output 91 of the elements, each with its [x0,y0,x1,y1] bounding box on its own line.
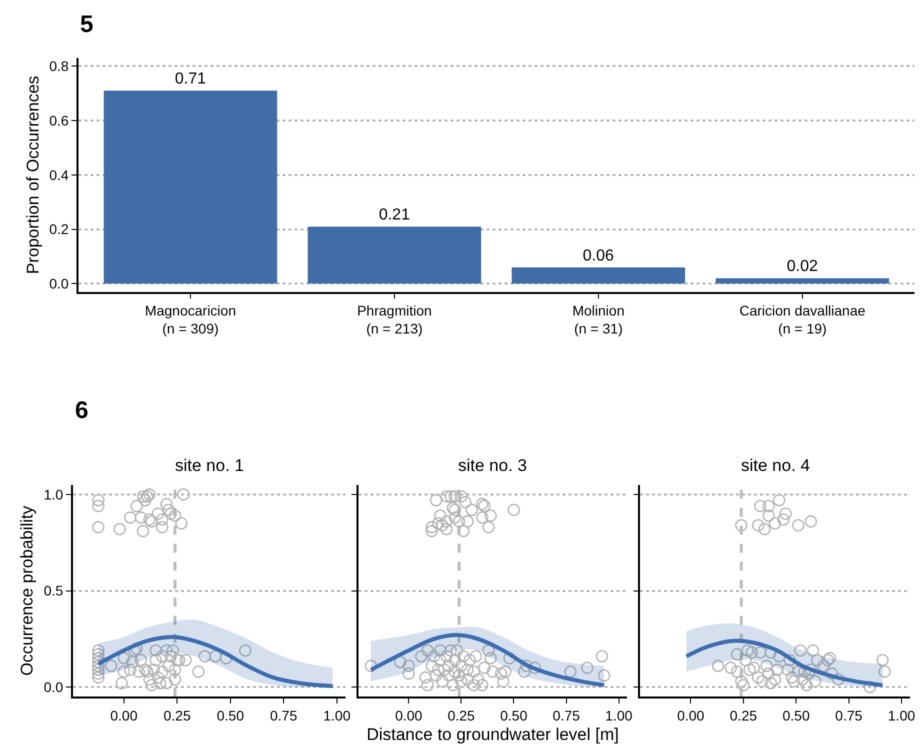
point [770,664,784,676]
data-label: 0.02 [786,258,818,276]
y-tick-label: 0.2 [49,221,69,238]
y-axis-title: Occurrence probability [18,505,37,676]
x-tick-label: 1.00 [605,707,633,724]
point [864,680,876,694]
x-tick-label: Caricion davallianae (n = 19) [739,302,866,337]
point [786,671,798,684]
point [792,519,804,532]
x-tick-label: 0.50 [500,707,528,724]
point [760,660,773,672]
point [758,522,771,536]
x-tick-label: 0.75 [552,707,580,724]
point [737,678,750,692]
chart-title: site no. 3 [458,456,527,475]
point [754,646,766,659]
x-tick-label: 0.00 [395,707,423,724]
bar [308,226,482,284]
point [739,654,752,666]
bar [716,278,890,284]
point [777,513,790,526]
bar [512,267,686,284]
point [730,648,744,660]
point [800,678,813,692]
y-tick-label: 0.4 [49,166,69,183]
x-tick-label: 0.25 [163,707,191,724]
x-tick-label: 0.75 [270,707,298,724]
chart-title: site no. 1 [175,456,244,475]
point [773,494,786,506]
point [746,646,758,659]
point [878,666,891,678]
x-tick-label: Phragmition (n = 213) [357,302,432,337]
y-tick-label: 0.0 [49,276,69,292]
data-label: 0.71 [174,70,206,88]
text: 6 [75,397,88,424]
point [752,671,764,684]
point [762,500,775,512]
x-tick-label: 0.25 [448,707,476,724]
point [768,673,782,686]
point [756,675,769,688]
point [741,644,754,657]
x-tick-label: Molinion (n = 31) [572,302,624,337]
x-tick-label: 1.00 [323,707,351,724]
y-tick-label: 0.8 [49,58,69,74]
point [748,662,760,674]
x-tick-label: 0.00 [110,707,138,724]
point [762,509,775,522]
y-tick-label: 1.0 [44,486,64,502]
point [817,660,830,672]
x-tick-label: 0.50 [216,707,244,724]
point [779,508,792,520]
y-tick-label: 0.6 [49,112,69,128]
point [724,662,737,674]
y-tick-label: 0.0 [44,678,64,695]
point [712,660,724,672]
x-tick-label: 0.25 [730,707,758,724]
y-tick-label: 0.5 [44,582,64,599]
point [744,664,756,676]
point [876,654,889,666]
point [788,675,800,688]
data-label: 0.06 [582,247,614,264]
point [832,673,844,686]
chart-title: site no. 4 [741,456,810,475]
point [808,675,822,688]
point [764,677,777,690]
data-label: 0.21 [378,206,410,224]
x-tick-label: 0.50 [782,707,810,724]
point [730,666,744,678]
point [804,664,818,676]
x-tick-label: 1.00 [888,707,916,724]
point [784,654,796,666]
chart-title: 5 [80,11,94,38]
bar [104,90,278,284]
point [768,517,782,530]
y-axis-title: Proportion of Occurrences [23,76,42,274]
point [796,673,809,686]
point [826,667,838,680]
point [735,675,748,688]
point [806,644,820,657]
point [811,654,824,666]
point [752,519,764,532]
x-tick-label: Magnocaricion (n = 309) [144,302,236,337]
x-tick-label: 0.00 [677,707,705,724]
x-axis-title: Distance to groundwater level [m] [366,725,619,744]
point [754,500,766,512]
x-tick-label: 0.75 [835,707,863,724]
point [782,664,794,676]
point [794,644,806,657]
point [735,519,748,532]
point [804,515,818,528]
point [762,667,775,680]
